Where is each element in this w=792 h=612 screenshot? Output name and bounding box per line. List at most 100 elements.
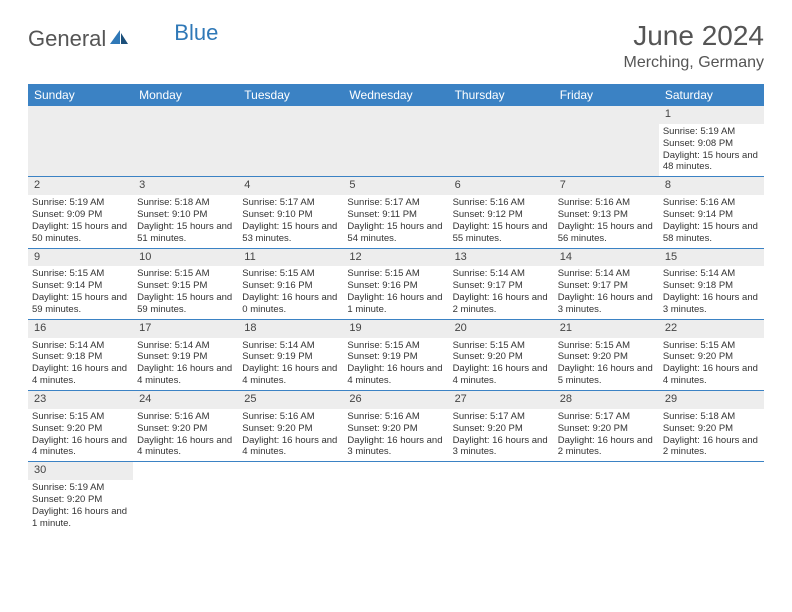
calendar-day-cell: 29Sunrise: 5:18 AMSunset: 9:20 PMDayligh… [659,391,764,462]
sunrise-text: Sunrise: 5:15 AM [137,268,234,280]
sunrise-text: Sunrise: 5:17 AM [558,411,655,423]
daylight-text: Daylight: 16 hours and 1 minute. [32,506,129,530]
sunset-text: Sunset: 9:19 PM [347,351,444,363]
sunset-text: Sunset: 9:10 PM [242,209,339,221]
calendar-day-cell: 18Sunrise: 5:14 AMSunset: 9:19 PMDayligh… [238,319,343,390]
daylight-text: Daylight: 15 hours and 50 minutes. [32,221,129,245]
sunrise-text: Sunrise: 5:15 AM [32,411,129,423]
day-details: Sunrise: 5:17 AMSunset: 9:10 PMDaylight:… [242,197,339,245]
day-number: 27 [449,391,554,409]
calendar-week-row: 1Sunrise: 5:19 AMSunset: 9:08 PMDaylight… [28,106,764,177]
daylight-text: Daylight: 16 hours and 0 minutes. [242,292,339,316]
day-number: 4 [238,177,343,195]
weekday-header: Sunday [28,84,133,106]
sunset-text: Sunset: 9:20 PM [453,351,550,363]
day-details: Sunrise: 5:19 AMSunset: 9:09 PMDaylight:… [32,197,129,245]
sunset-text: Sunset: 9:20 PM [558,423,655,435]
calendar-day-cell: 1Sunrise: 5:19 AMSunset: 9:08 PMDaylight… [659,106,764,177]
calendar-day-cell: 22Sunrise: 5:15 AMSunset: 9:20 PMDayligh… [659,319,764,390]
daylight-text: Daylight: 16 hours and 4 minutes. [242,435,339,459]
sunset-text: Sunset: 9:20 PM [558,351,655,363]
calendar-day-cell: 4 Sunrise: 5:17 AMSunset: 9:10 PMDaylight… [238,177,343,248]
day-number: 6 [449,177,554,195]
calendar-day-cell: 2Sunrise: 5:19 AMSunset: 9:09 PMDaylight… [28,177,133,248]
sunrise-text: Sunrise: 5:15 AM [347,268,444,280]
sunset-text: Sunset: 9:18 PM [663,280,760,292]
day-number: 10 [133,249,238,267]
sunrise-text: Sunrise: 5:16 AM [242,411,339,423]
daylight-text: Daylight: 15 hours and 59 minutes. [137,292,234,316]
page-title: June 2024 [624,20,765,52]
sunrise-text: Sunrise: 5:17 AM [242,197,339,209]
weekday-header: Monday [133,84,238,106]
calendar-day-cell: 25Sunrise: 5:16 AMSunset: 9:20 PMDayligh… [238,391,343,462]
daylight-text: Daylight: 15 hours and 58 minutes. [663,221,760,245]
brand-part2: Blue [174,20,218,46]
sunset-text: Sunset: 9:17 PM [453,280,550,292]
sunset-text: Sunset: 9:20 PM [137,423,234,435]
calendar-day-cell [659,462,764,533]
calendar-day-cell: 17Sunrise: 5:14 AMSunset: 9:19 PMDayligh… [133,319,238,390]
calendar-day-cell [133,462,238,533]
day-number: 3 [133,177,238,195]
day-details: Sunrise: 5:15 AMSunset: 9:15 PMDaylight:… [137,268,234,316]
sunset-text: Sunset: 9:08 PM [663,138,760,150]
day-number: 24 [133,391,238,409]
calendar-day-cell [238,462,343,533]
header: General Blue June 2024 Merching, Germany [28,20,764,72]
sunrise-text: Sunrise: 5:19 AM [32,482,129,494]
day-number: 12 [343,249,448,267]
calendar-day-cell: 6Sunrise: 5:16 AMSunset: 9:12 PMDaylight… [449,177,554,248]
calendar-week-row: 30Sunrise: 5:19 AMSunset: 9:20 PMDayligh… [28,462,764,533]
day-details: Sunrise: 5:15 AMSunset: 9:16 PMDaylight:… [347,268,444,316]
daylight-text: Daylight: 16 hours and 3 minutes. [558,292,655,316]
sunset-text: Sunset: 9:10 PM [137,209,234,221]
weekday-header: Friday [554,84,659,106]
sunset-text: Sunset: 9:09 PM [32,209,129,221]
day-details: Sunrise: 5:15 AMSunset: 9:16 PMDaylight:… [242,268,339,316]
day-details: Sunrise: 5:14 AMSunset: 9:19 PMDaylight:… [137,340,234,388]
daylight-text: Daylight: 16 hours and 4 minutes. [453,363,550,387]
brand-part1: General [28,26,106,52]
daylight-text: Daylight: 16 hours and 4 minutes. [242,363,339,387]
day-number: 9 [28,249,133,267]
calendar-week-row: 9Sunrise: 5:15 AMSunset: 9:14 PMDaylight… [28,248,764,319]
day-details: Sunrise: 5:18 AMSunset: 9:20 PMDaylight:… [663,411,760,459]
sunrise-text: Sunrise: 5:14 AM [558,268,655,280]
day-details: Sunrise: 5:16 AMSunset: 9:20 PMDaylight:… [137,411,234,459]
sunrise-text: Sunrise: 5:14 AM [453,268,550,280]
day-number: 5 [343,177,448,195]
day-number: 13 [449,249,554,267]
daylight-text: Daylight: 15 hours and 53 minutes. [242,221,339,245]
day-number: 23 [28,391,133,409]
day-details: Sunrise: 5:16 AMSunset: 9:20 PMDaylight:… [242,411,339,459]
weekday-header: Saturday [659,84,764,106]
daylight-text: Daylight: 16 hours and 4 minutes. [32,435,129,459]
sunset-text: Sunset: 9:16 PM [242,280,339,292]
sunset-text: Sunset: 9:20 PM [32,494,129,506]
sunrise-text: Sunrise: 5:14 AM [242,340,339,352]
daylight-text: Daylight: 16 hours and 1 minute. [347,292,444,316]
sunrise-text: Sunrise: 5:15 AM [663,340,760,352]
sunrise-text: Sunrise: 5:19 AM [663,126,760,138]
sunrise-text: Sunrise: 5:17 AM [347,197,444,209]
calendar-week-row: 16Sunrise: 5:14 AMSunset: 9:18 PMDayligh… [28,319,764,390]
sunrise-text: Sunrise: 5:16 AM [558,197,655,209]
weekday-header: Wednesday [343,84,448,106]
sunrise-text: Sunrise: 5:14 AM [32,340,129,352]
calendar-day-cell: 13Sunrise: 5:14 AMSunset: 9:17 PMDayligh… [449,248,554,319]
calendar-day-cell: 3Sunrise: 5:18 AMSunset: 9:10 PMDaylight… [133,177,238,248]
calendar-day-cell: 8Sunrise: 5:16 AMSunset: 9:14 PMDaylight… [659,177,764,248]
day-details: Sunrise: 5:16 AMSunset: 9:13 PMDaylight:… [558,197,655,245]
sunrise-text: Sunrise: 5:15 AM [453,340,550,352]
daylight-text: Daylight: 16 hours and 2 minutes. [453,292,550,316]
daylight-text: Daylight: 16 hours and 2 minutes. [663,435,760,459]
daylight-text: Daylight: 16 hours and 4 minutes. [137,363,234,387]
daylight-text: Daylight: 15 hours and 48 minutes. [663,150,760,174]
calendar-day-cell: 19Sunrise: 5:15 AMSunset: 9:19 PMDayligh… [343,319,448,390]
day-number: 11 [238,249,343,267]
sunrise-text: Sunrise: 5:15 AM [558,340,655,352]
daylight-text: Daylight: 15 hours and 55 minutes. [453,221,550,245]
day-details: Sunrise: 5:19 AMSunset: 9:20 PMDaylight:… [32,482,129,530]
sunrise-text: Sunrise: 5:18 AM [137,197,234,209]
